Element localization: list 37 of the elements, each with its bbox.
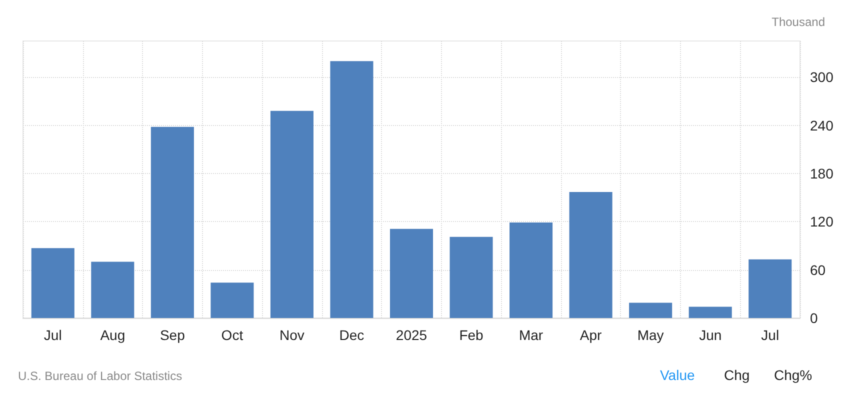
bar <box>510 222 553 318</box>
bar <box>390 228 434 318</box>
x-tick-label: Jun <box>699 327 722 343</box>
x-tick-label: Nov <box>280 327 304 343</box>
x-tick-label: Dec <box>339 327 364 343</box>
y-axis-title: Thousand <box>772 15 825 29</box>
x-tick-label: Feb <box>459 327 484 343</box>
text: Chg <box>724 367 750 383</box>
bar <box>748 259 792 318</box>
bar <box>450 236 493 318</box>
y-tick-label: 300 <box>810 69 834 86</box>
x-tick-label: Sep <box>160 327 186 343</box>
y-tick-label: 0 <box>810 310 818 326</box>
y-tick-label: 180 <box>810 165 834 182</box>
x-tick-label: Jul <box>761 327 780 343</box>
x-tick-label: Aug <box>100 327 126 343</box>
text: Value <box>660 367 695 383</box>
y-tick-label: 60 <box>810 262 826 278</box>
x-tick-label: Apr <box>580 327 602 343</box>
text: Chg% <box>774 367 812 383</box>
x-tick-label: Oct <box>221 327 244 343</box>
bar <box>688 306 732 318</box>
bar <box>330 61 374 318</box>
text: U.S. Bureau of Labor Statistics <box>18 369 182 383</box>
x-tick-label: 2025 <box>396 327 428 343</box>
bar <box>150 126 194 318</box>
y-tick-label: 240 <box>810 117 834 134</box>
x-tick-label: Mar <box>518 327 544 343</box>
bar <box>270 110 314 318</box>
x-tick-label: Jul <box>44 327 62 343</box>
y-tick-label: 120 <box>810 214 834 230</box>
bar <box>31 248 74 318</box>
bar <box>569 192 612 318</box>
bar <box>91 262 134 318</box>
bar <box>629 302 672 318</box>
x-tick-label: May <box>637 327 664 343</box>
bar <box>210 282 254 318</box>
